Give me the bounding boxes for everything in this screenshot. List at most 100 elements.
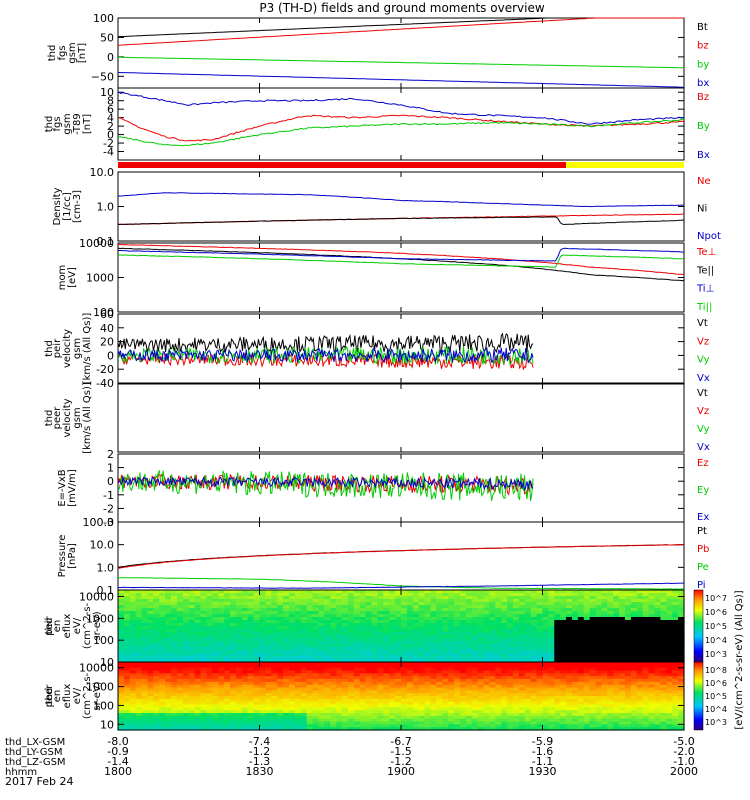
series-by — [117, 56, 685, 69]
colorbar-tick: 10^5 — [705, 692, 727, 701]
series-ey — [117, 469, 534, 501]
y-label-line: gsm — [72, 407, 83, 428]
y-axis-label: mom [eV] — [57, 265, 78, 291]
y-label-line: sr-eV) — [92, 681, 103, 710]
y-tick-label: 100 — [93, 634, 114, 647]
y-tick-label: -3 — [103, 516, 114, 529]
y-label-line: fgs — [52, 116, 63, 131]
y-tick-label: 6 — [107, 103, 114, 116]
y-label-line: [cm-3] — [72, 190, 83, 223]
colorbar-tick: 10^6 — [705, 608, 727, 617]
x-tick-value: -1.4 — [107, 755, 128, 768]
y-tick-label: −50 — [91, 70, 114, 83]
legend-by: by — [697, 59, 709, 70]
colorbar-tick: 10^3 — [705, 718, 727, 727]
y-tick-label: -2 — [103, 502, 114, 515]
x-tick-value: -1.6 — [532, 745, 553, 758]
y-label-line: peir — [44, 615, 55, 635]
y-tick-label: 1000 — [86, 272, 114, 285]
legend-ne: Ne — [697, 176, 711, 187]
x-tick-value: -5.9 — [532, 735, 553, 748]
y-label-line: (cm^2-s- — [82, 602, 93, 649]
region-segment-red — [118, 162, 567, 168]
legend-pi: Pi — [697, 580, 706, 591]
x-tick-value: -2.0 — [673, 745, 694, 758]
y-tick-label: -40 — [96, 377, 114, 390]
colorbar-peir-en-eflux — [693, 589, 704, 663]
legend-pt: Pt — [697, 526, 707, 537]
y-label-line: [1/cc] — [62, 192, 73, 221]
y-label-line: eV/ — [72, 617, 83, 634]
series-vx — [117, 346, 534, 365]
y-label-line: [km/s (All Qs)] — [82, 382, 93, 454]
y-label-line: eflux — [62, 614, 73, 639]
y-label-line: thd — [44, 116, 55, 133]
y-label-line: thd — [47, 45, 58, 62]
x-row-label: thd_LZ-GSM — [5, 757, 66, 768]
y-tick-label: 10000 — [79, 237, 114, 250]
y-axis-label: Density [1/cc] [cm-3] — [52, 187, 83, 225]
y-tick-label: 10 — [100, 656, 114, 669]
y-tick-label: 2 — [107, 448, 114, 461]
x-tick-value: -1.1 — [532, 755, 553, 768]
series-pb — [117, 544, 685, 569]
legend-teperp: Te⊥ — [696, 247, 716, 258]
series-npot — [117, 192, 685, 208]
colorbar-tick: 10^6 — [705, 679, 727, 688]
y-label-line: eflux — [62, 684, 73, 709]
y-label-line: velocity — [62, 398, 73, 437]
x-tick-value: -0.9 — [107, 745, 128, 758]
y-label-line: [eV] — [67, 267, 78, 288]
panel-peir-en-eflux: 10^7 10^6 10^5 10^4 10^3 10000 1000 100 10 thdpei… — [44, 589, 727, 669]
x-tick-value: -1.5 — [390, 745, 411, 758]
panel-e-field: 210-1-2-3 E=-VxB [mV/m] Ez Ey Ex — [57, 448, 709, 529]
y-axis-label: E=-VxB [mV/m] — [57, 469, 78, 507]
y-tick-label: -1 — [103, 489, 114, 502]
y-axis-label: thd fgs gsm [nT] — [47, 42, 88, 63]
y-label-line: [nT] — [82, 114, 93, 134]
y-tick-label: 0 — [107, 129, 114, 142]
heatmap-cells — [118, 590, 685, 663]
y-label-line: [nT] — [77, 43, 88, 63]
legend-bx: Bx — [697, 150, 710, 161]
series-tipar — [117, 254, 684, 268]
series-vz — [117, 352, 534, 370]
panel-frame — [117, 383, 685, 453]
panel-region-bar — [118, 162, 684, 168]
y-tick-label: 100 — [93, 699, 114, 712]
x-tick-value: -8.0 — [107, 735, 128, 748]
x-tick-value: 1830 — [246, 765, 274, 778]
y-tick-label: 10 — [100, 86, 114, 99]
y-label-line: gsm — [72, 338, 83, 359]
x-axis-labels: thd_LX-GSM -8.0 -7.4 -6.7 -5.9 -5.0 thd_LY-GSM… — [5, 735, 698, 778]
y-label-line: E=-VxB — [57, 469, 68, 506]
series-bx — [117, 71, 685, 88]
legend-vt: Vt — [697, 318, 708, 329]
colorbar-tick: 10^8 — [705, 666, 727, 675]
y-label-line: mom — [57, 265, 68, 291]
x-tick-value: -5.0 — [673, 735, 694, 748]
y-label-line: sr-eV) — [92, 611, 103, 640]
y-tick-label: -20 — [96, 363, 114, 376]
y-label-line: [km/s (All Qs)] — [82, 313, 93, 385]
y-label-line: peer — [44, 684, 55, 708]
plot-title: P3 (TH-D) fields and ground moments over… — [259, 1, 544, 15]
y-tick-label: 1.0 — [97, 201, 115, 214]
y-tick-label: 8 — [107, 95, 114, 108]
region-segment-yellow — [566, 162, 684, 168]
legend-vx: Vx — [697, 373, 710, 384]
series-tiperp — [118, 247, 685, 262]
series-bx — [117, 91, 685, 125]
x-tick-value: -1.2 — [390, 755, 411, 768]
y-label-line: Density — [52, 187, 63, 225]
y-tick-label: 10.0 — [90, 539, 115, 552]
y-label-line: gsm — [67, 42, 78, 63]
colorbar-tick: 10^5 — [705, 622, 727, 631]
legend-vt: Vt — [697, 388, 708, 399]
